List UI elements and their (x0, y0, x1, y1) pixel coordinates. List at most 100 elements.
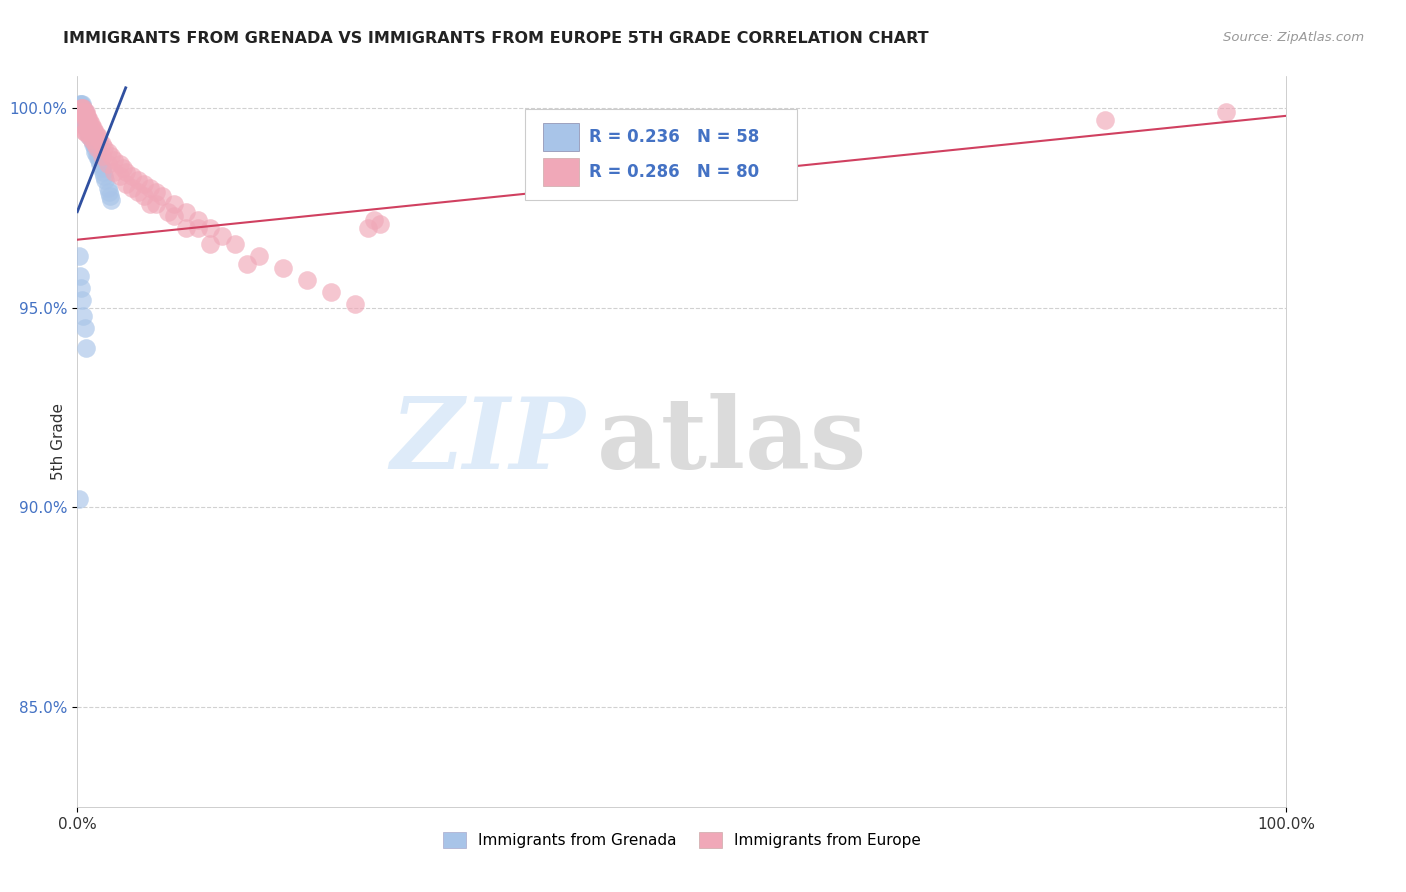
FancyBboxPatch shape (524, 109, 797, 200)
Point (86, 141, 108, 155)
Point (73, 320, 96, 334)
Point (70, 104, 93, 119)
Point (174, 204, 197, 219)
Point (72, 104, 94, 119)
Point (87, 153, 110, 167)
Point (97, 185, 120, 199)
Point (127, 185, 149, 199)
Point (200, 220, 222, 235)
Point (79, 125, 101, 139)
Point (187, 220, 209, 235)
Point (79, 120, 101, 135)
Point (321, 285, 343, 299)
Point (72, 109, 94, 123)
Point (344, 296, 367, 310)
Text: R = 0.286   N = 80: R = 0.286 N = 80 (589, 162, 759, 181)
Point (98, 188, 121, 202)
Point (82, 120, 104, 135)
Point (70, 280, 93, 294)
Point (91, 165, 114, 179)
Point (75, 109, 97, 123)
Point (72, 104, 94, 119)
Point (70, 96, 93, 111)
Point (1215, 104, 1237, 119)
Point (79, 112, 101, 127)
Point (93, 141, 115, 155)
Point (100, 149, 122, 163)
Point (187, 212, 209, 227)
Text: ZIP: ZIP (391, 393, 585, 490)
Point (80, 133, 103, 147)
Point (271, 260, 294, 275)
Point (163, 196, 186, 211)
Point (87, 133, 110, 147)
Point (76, 112, 98, 127)
Point (96, 145, 118, 159)
Point (150, 188, 173, 202)
Point (70, 101, 93, 115)
Point (73, 104, 96, 119)
Text: atlas: atlas (598, 393, 868, 490)
Point (84, 145, 107, 159)
Point (80, 120, 103, 135)
Point (79, 128, 101, 143)
Point (132, 188, 155, 202)
Point (75, 341, 97, 355)
Point (96, 157, 118, 171)
Point (76, 112, 98, 127)
Point (86, 128, 108, 143)
Point (70, 293, 93, 307)
Bar (543, 158, 579, 186)
Point (73, 125, 96, 139)
Point (174, 220, 197, 235)
Point (79, 117, 101, 131)
Point (145, 196, 167, 211)
Point (75, 104, 97, 119)
Point (76, 109, 98, 123)
Point (112, 161, 135, 175)
Point (247, 249, 270, 263)
Point (83, 136, 105, 151)
Point (73, 104, 96, 119)
Text: R = 0.236   N = 58: R = 0.236 N = 58 (589, 128, 759, 146)
Point (121, 169, 143, 183)
Point (72, 309, 94, 323)
Point (70, 101, 93, 115)
Point (77, 117, 100, 131)
Point (83, 125, 105, 139)
Point (75, 120, 97, 135)
Point (93, 169, 115, 183)
Point (72, 109, 94, 123)
Point (114, 165, 136, 179)
Point (200, 236, 222, 251)
Point (96, 180, 118, 194)
Point (108, 157, 131, 171)
Point (73, 112, 96, 127)
Point (87, 149, 110, 163)
Point (90, 149, 112, 163)
Point (79, 125, 101, 139)
Point (132, 177, 155, 191)
Point (235, 257, 257, 271)
Point (75, 109, 97, 123)
Point (67, 492, 90, 507)
Point (86, 149, 108, 163)
Point (121, 180, 143, 194)
Y-axis label: 5th Grade: 5th Grade (51, 403, 66, 480)
Point (76, 120, 98, 135)
Point (76, 125, 98, 139)
Point (76, 117, 98, 131)
Point (73, 117, 96, 131)
Point (72, 112, 94, 127)
Point (80, 133, 103, 147)
Point (69, 104, 91, 119)
Bar (543, 123, 579, 151)
Point (84, 136, 107, 151)
Point (114, 177, 136, 191)
Point (70, 109, 93, 123)
Point (90, 161, 112, 175)
Point (87, 128, 110, 143)
Point (127, 173, 149, 187)
Point (368, 217, 391, 231)
Point (72, 101, 94, 115)
